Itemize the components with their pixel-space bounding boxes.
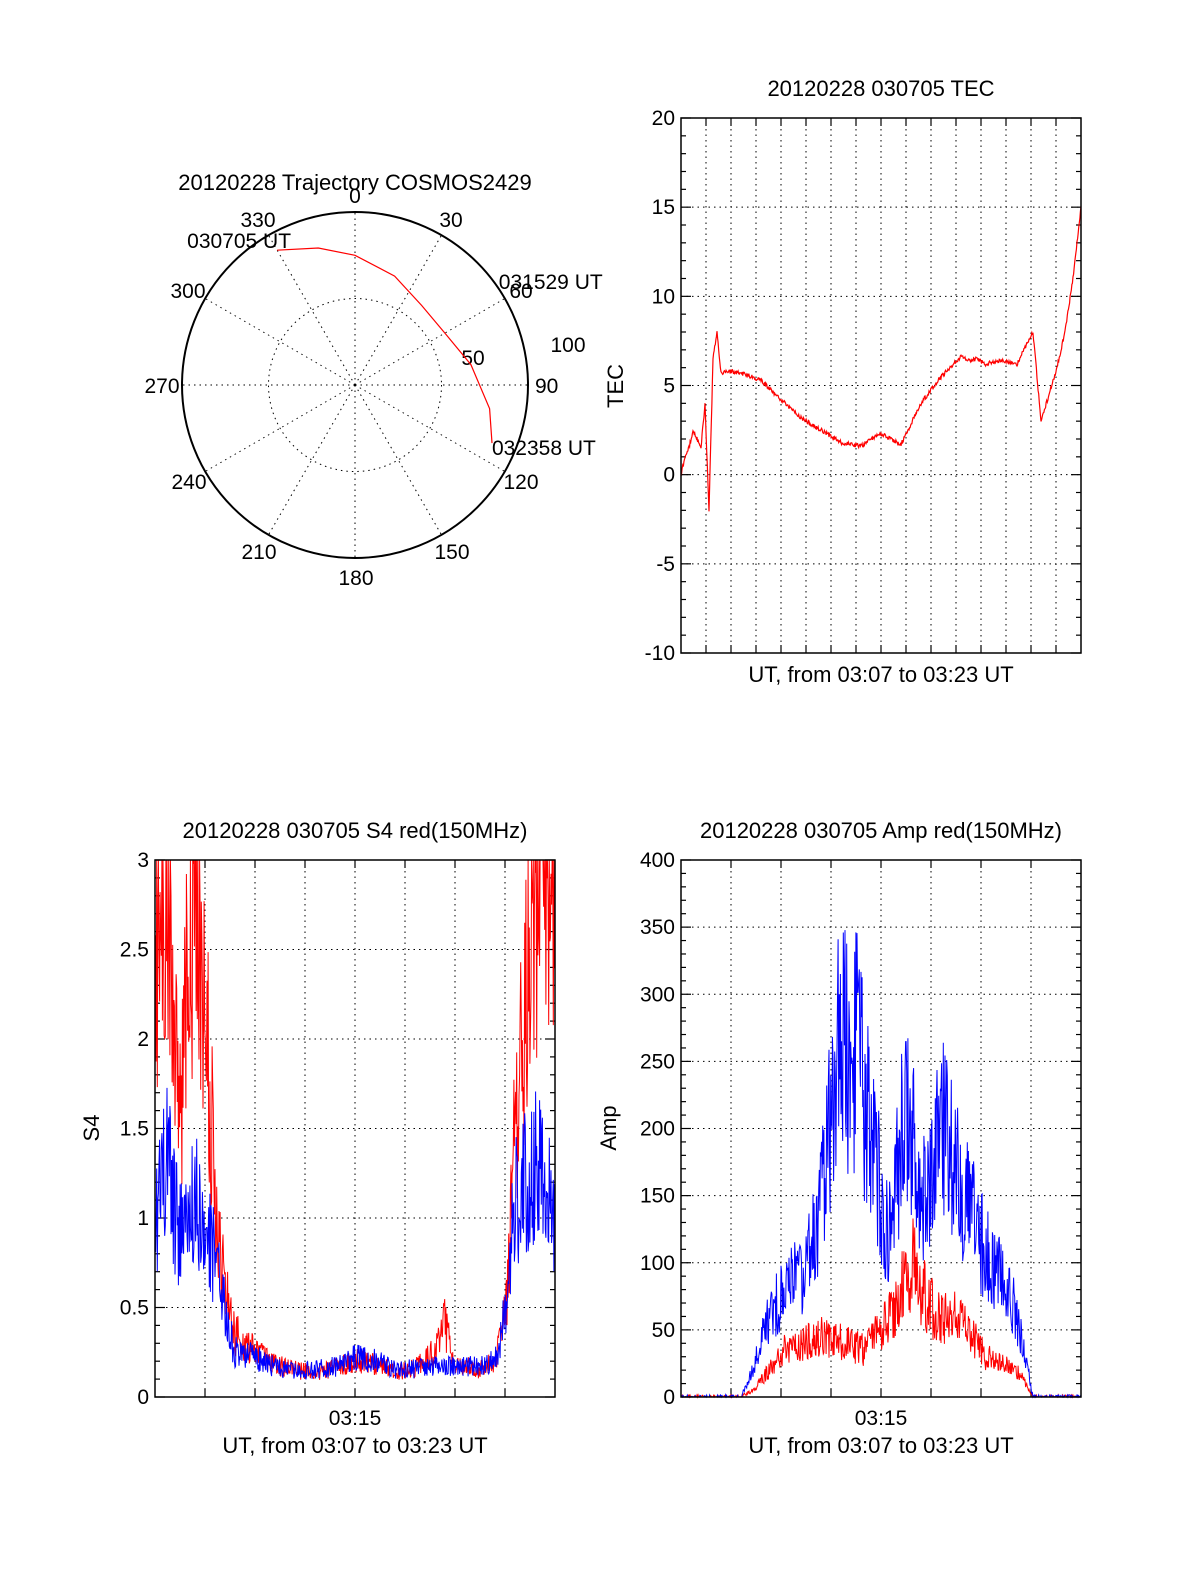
polar-spoke — [354, 384, 506, 472]
s4-y-axis-label: S4 — [79, 1115, 104, 1142]
s4-y-tick-labels: 0 0.5 1 1.5 2 2.5 3 — [120, 849, 149, 1409]
amp-grid — [681, 860, 1081, 1397]
amp-y-tick-label: 150 — [640, 1185, 675, 1208]
amp-y-tick-label: 250 — [640, 1050, 675, 1073]
s4-series-line — [154, 1087, 556, 1380]
polar-angle-label: 90 — [535, 375, 558, 398]
amp-x-tick-label: 03:15 — [855, 1407, 908, 1430]
amp-plot: 20120228 030705 Amp red(150MHz) 0 50 100 15… — [596, 818, 1082, 1458]
tec-y-tick-label: 5 — [663, 375, 675, 398]
tec-y-tick-label: 10 — [652, 285, 675, 308]
polar-grid — [182, 212, 528, 558]
polar-angle-label: 60 — [509, 280, 532, 303]
polar-radius-labels: 50 100 — [461, 334, 585, 370]
amp-series-line — [681, 1218, 1082, 1399]
s4-x-tick-label: 03:15 — [329, 1407, 382, 1430]
s4-y-tick-label: 1.5 — [120, 1118, 149, 1141]
amp-plot-frame — [680, 859, 1082, 1398]
tec-plot-frame — [680, 117, 1082, 654]
s4-y-tick-label: 1 — [137, 1207, 149, 1230]
tec-grid — [681, 118, 1081, 653]
polar-trajectory-plot: 20120228 Trajectory COSMOS2429 0 30 60 90 12… — [144, 170, 602, 590]
tec-x-axis-label: UT, from 03:07 to 03:23 UT — [748, 662, 1013, 687]
amp-y-tick-label: 50 — [652, 1319, 675, 1342]
polar-title: 20120228 Trajectory COSMOS2429 — [178, 170, 531, 195]
amp-tick-marks — [681, 859, 1081, 1398]
s4-y-tick-label: 3 — [137, 849, 149, 872]
polar-annotations: 030705 UT 031529 UT 032358 UT — [187, 230, 603, 460]
polar-angle-label: 270 — [144, 375, 179, 398]
s4-y-tick-label: 2 — [137, 1028, 149, 1051]
s4-plot: 20120228 030705 S4 red(150MHz) 0 0.5 1 1.5 2… — [79, 818, 556, 1458]
s4-y-tick-label: 2.5 — [120, 939, 149, 962]
s4-x-axis-label: UT, from 03:07 to 03:23 UT — [222, 1433, 487, 1458]
s4-x-tick-labels: 03:15 — [329, 1407, 382, 1430]
amp-title: 20120228 030705 Amp red(150MHz) — [700, 818, 1062, 843]
s4-title: 20120228 030705 S4 red(150MHz) — [183, 818, 528, 843]
s4-plot-frame — [154, 859, 556, 1398]
polar-angle-label: 210 — [241, 541, 276, 564]
polar-angle-label: 240 — [171, 471, 206, 494]
tec-series — [680, 206, 1082, 512]
polar-spoke — [354, 384, 442, 536]
polar-outer-circle — [181, 211, 529, 559]
tec-plot: 20120228 030705 TEC -10 -5 0 5 10 15 20 UT, fr… — [603, 76, 1082, 687]
s4-grid — [155, 860, 555, 1397]
amp-y-tick-label: 0 — [663, 1386, 675, 1409]
polar-angle-labels: 0 30 60 90 120 150 180 210 240 270 300 330 — [144, 185, 558, 590]
amp-y-tick-label: 350 — [640, 916, 675, 939]
polar-angle-label: 180 — [338, 567, 373, 590]
tec-y-axis-label: TEC — [603, 364, 628, 408]
tec-series-line — [680, 206, 1082, 512]
polar-angle-label: 330 — [240, 209, 275, 232]
polar-spoke — [204, 298, 356, 386]
amp-y-tick-label: 400 — [640, 849, 675, 872]
polar-track-line — [277, 247, 493, 444]
polar-spoke — [204, 384, 356, 472]
polar-angle-label: 30 — [439, 209, 462, 232]
s4-tick-marks — [155, 859, 555, 1398]
polar-time-annotation: 031529 UT — [499, 271, 603, 294]
tec-tick-marks — [681, 117, 1081, 654]
tec-y-tick-label: 15 — [652, 196, 675, 219]
s4-series — [154, 859, 556, 1380]
tec-title: 20120228 030705 TEC — [767, 76, 994, 101]
tec-y-tick-label: -10 — [645, 642, 675, 665]
amp-x-axis-label: UT, from 03:07 to 03:23 UT — [748, 1433, 1013, 1458]
amp-series — [681, 930, 1082, 1399]
polar-spoke — [354, 298, 506, 386]
tec-y-tick-label: 20 — [652, 107, 675, 130]
tec-y-tick-label: 0 — [663, 464, 675, 487]
polar-time-annotation: 032358 UT — [492, 437, 596, 460]
tec-y-tick-label: -5 — [656, 553, 675, 576]
amp-y-axis-label: Amp — [596, 1105, 621, 1150]
amp-y-tick-labels: 0 50 100 150 200 250 300 350 400 — [640, 849, 675, 1409]
polar-angle-label: 0 — [349, 185, 361, 208]
amp-y-tick-label: 200 — [640, 1118, 675, 1141]
s4-y-tick-label: 0.5 — [120, 1297, 149, 1320]
amp-y-tick-label: 300 — [640, 983, 675, 1006]
polar-radius-label: 50 — [461, 347, 484, 370]
polar-spoke — [268, 234, 356, 386]
amp-series-line — [681, 930, 1082, 1399]
tec-y-tick-labels: -10 -5 0 5 10 15 20 — [645, 107, 675, 665]
polar-angle-label: 150 — [434, 541, 469, 564]
polar-angle-label: 300 — [170, 280, 205, 303]
polar-spoke — [268, 384, 356, 536]
polar-angle-label: 120 — [503, 471, 538, 494]
polar-grid-circle — [268, 298, 442, 472]
polar-time-annotation: 030705 UT — [187, 230, 291, 253]
amp-y-tick-label: 100 — [640, 1252, 675, 1275]
polar-radius-label: 100 — [550, 334, 585, 357]
s4-y-tick-label: 0 — [137, 1386, 149, 1409]
polar-spoke — [354, 234, 442, 386]
amp-x-tick-labels: 03:15 — [855, 1407, 908, 1430]
